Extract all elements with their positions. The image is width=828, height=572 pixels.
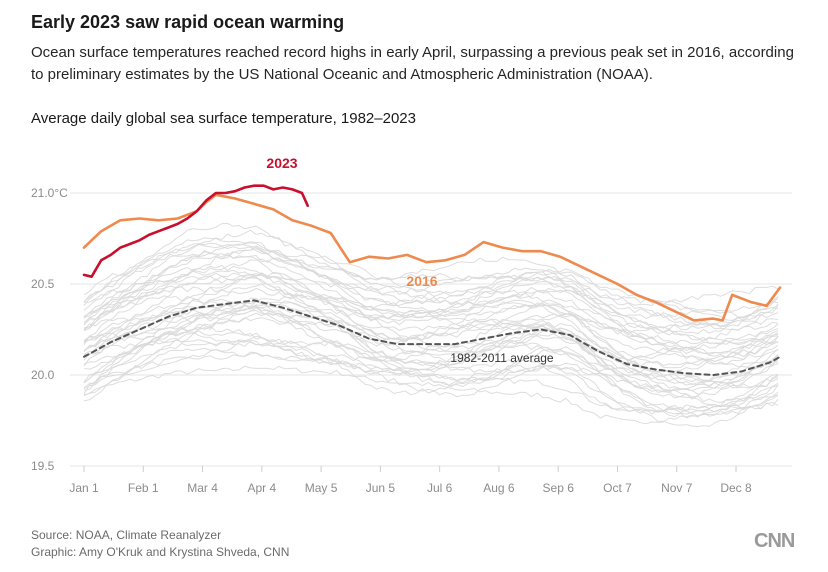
chart-labels: 19.5 20.0 20.5 21.0°C Jan 1 Feb 1 Mar 4 Apr 4 Ma… <box>31 155 752 495</box>
series-2016-label: 2016 <box>406 273 437 289</box>
background-year-line <box>83 304 779 399</box>
series-2023-label: 2023 <box>266 155 297 171</box>
x-tick-label: Nov 7 <box>661 481 693 495</box>
background-year-line <box>83 247 779 327</box>
background-year-line <box>83 252 779 335</box>
background-year-line <box>83 306 779 404</box>
background-year-line <box>83 300 779 387</box>
credit-note: Graphic: Amy O'Kruk and Krystina Shveda,… <box>31 545 290 559</box>
background-year-line <box>83 229 779 322</box>
background-year-line <box>83 222 779 307</box>
background-year-line <box>83 300 779 393</box>
x-tick-label: Jan 1 <box>69 481 99 495</box>
background-year-line <box>83 286 779 360</box>
x-tick-label: Apr 4 <box>247 481 276 495</box>
background-year-line <box>83 337 779 419</box>
background-year-line <box>83 274 779 369</box>
background-year-line <box>83 330 779 418</box>
y-tick-label: 20.0 <box>31 368 55 382</box>
x-tick-label: Aug 6 <box>483 481 515 495</box>
background-year-line <box>83 243 779 331</box>
y-tick-label: 21.0°C <box>31 186 68 200</box>
background-year-line <box>83 257 779 331</box>
x-tick-label: Oct 7 <box>603 481 632 495</box>
x-tick-label: Jul 6 <box>427 481 453 495</box>
average-1982-2011-line <box>83 299 781 376</box>
chart-footer: Source: NOAA, Climate Reanalyzer Graphic… <box>31 527 289 561</box>
chart-title: Average daily global sea surface tempera… <box>31 110 416 127</box>
background-year-line <box>83 245 779 345</box>
background-year-line <box>83 347 779 428</box>
background-year-line <box>83 297 779 367</box>
average-label: 1982-2011 average <box>450 351 554 365</box>
x-tick-label: Mar 4 <box>187 481 218 495</box>
background-year-line <box>83 339 779 413</box>
background-year-line <box>83 254 779 344</box>
highlighted-series <box>82 184 782 376</box>
background-year-line <box>83 330 779 417</box>
x-tick-label: May 5 <box>305 481 338 495</box>
y-tick-label: 20.5 <box>31 277 55 291</box>
x-tick-label: Jun 5 <box>366 481 396 495</box>
x-tick-label: Feb 1 <box>128 481 159 495</box>
background-years-lines <box>83 222 779 428</box>
x-tick-label: Sep 6 <box>543 481 575 495</box>
background-year-line <box>83 325 779 409</box>
cnn-logo: CNN <box>754 530 795 552</box>
background-year-line <box>83 365 779 425</box>
series-2023-line <box>82 184 309 278</box>
x-tick-label: Dec 8 <box>720 481 752 495</box>
page-subtitle: Ocean surface temperatures reached recor… <box>31 44 794 83</box>
background-year-line <box>83 271 779 362</box>
background-year-line <box>83 269 779 355</box>
background-year-line <box>84 309 779 389</box>
page-title: Early 2023 saw rapid ocean warming <box>31 12 345 32</box>
background-year-line <box>83 314 779 396</box>
y-tick-label: 19.5 <box>31 459 55 473</box>
source-note: Source: NOAA, Climate Reanalyzer <box>31 528 222 542</box>
